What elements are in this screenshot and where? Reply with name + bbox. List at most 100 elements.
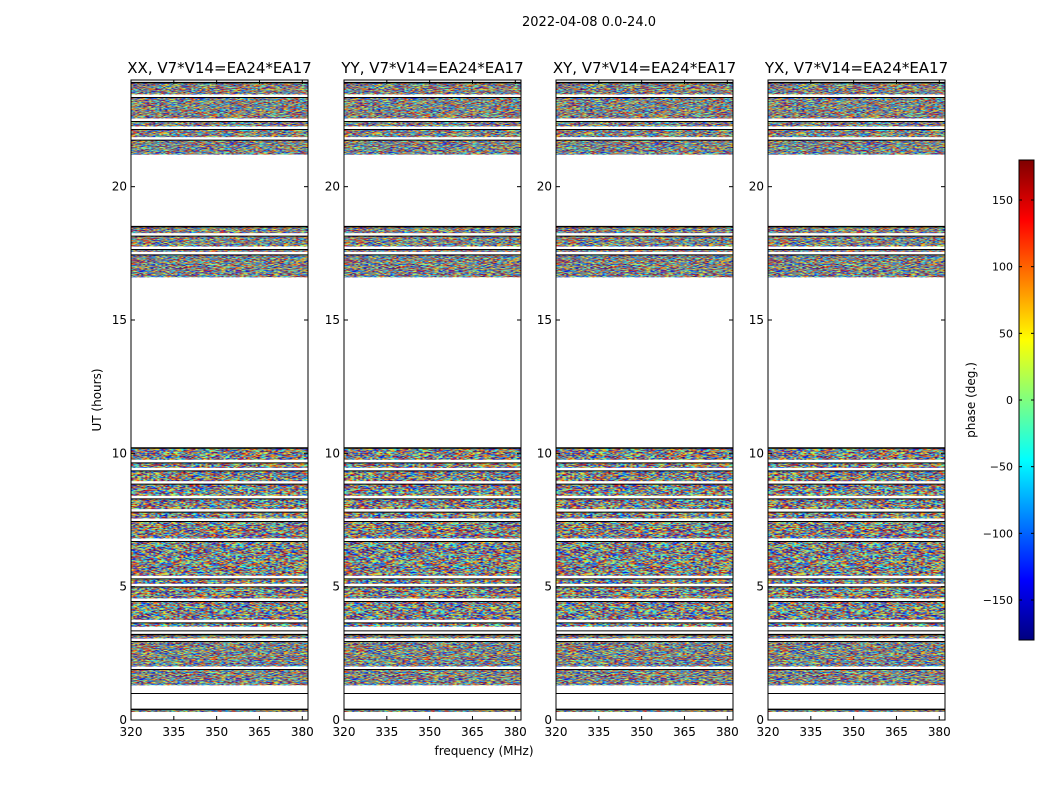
x-tick-label: 365 (461, 725, 484, 739)
gap-line (768, 94, 945, 98)
y-axis-label: UT (hours) (90, 368, 104, 431)
panels: XX, V7*V14=EA24*EA17 320 335 350 365 380 0 5 10 1… (112, 59, 951, 739)
gap-line (556, 598, 733, 602)
y-tick-label: 0 (544, 713, 552, 727)
gap-line (344, 666, 521, 670)
data-band (556, 448, 733, 627)
panel-2: YY, V7*V14=EA24*EA17 320 335 350 365 380 0 5 10 1… (325, 59, 527, 739)
gap-line (131, 509, 308, 513)
data-band (556, 709, 733, 712)
y-tick-label: 10 (537, 446, 552, 460)
panel-title: XY, V7*V14=EA24*EA17 (553, 59, 736, 77)
x-tick-label: 350 (205, 725, 228, 739)
gap-line (344, 459, 521, 463)
gap-line (768, 137, 945, 141)
gap-line (768, 233, 945, 237)
x-tick-label: 380 (716, 725, 739, 739)
gap-line (768, 459, 945, 463)
figure-suptitle: 2022-04-08 0.0-24.0 (522, 15, 656, 30)
gap-line (556, 509, 733, 513)
gap-line (768, 481, 945, 485)
y-tick-label: 5 (756, 580, 764, 594)
panel-3: XY, V7*V14=EA24*EA17 320 335 350 365 380 0 5 10 1… (537, 59, 739, 739)
y-tick-label: 10 (749, 446, 764, 460)
heatmap (768, 80, 945, 720)
gap-line (556, 518, 733, 522)
panel-1: XX, V7*V14=EA24*EA17 320 335 350 365 380 0 5 10 1… (112, 59, 314, 739)
x-tick-label: 320 (757, 725, 780, 739)
colorbar-tick-label: 50 (999, 327, 1013, 340)
x-tick-label: 335 (799, 725, 822, 739)
x-tick-label: 350 (630, 725, 653, 739)
gap-line (556, 137, 733, 141)
x-tick-label: 335 (162, 725, 185, 739)
gap-line (344, 583, 521, 587)
panel-title: YY, V7*V14=EA24*EA17 (340, 59, 523, 77)
gap-line (556, 538, 733, 542)
gap-line (131, 126, 308, 130)
gap-line (556, 575, 733, 579)
gap-line (556, 94, 733, 98)
x-tick-label: 365 (248, 725, 271, 739)
y-tick-label: 15 (537, 313, 552, 327)
gap-line (768, 126, 945, 130)
y-tick-label: 10 (325, 446, 340, 460)
colorbar-ticks: −150 −100 −50 0 50 100 150 (983, 194, 1034, 607)
gap-line (344, 575, 521, 579)
gap-line (556, 467, 733, 471)
colorbar-label: phase (deg.) (964, 362, 978, 438)
gap-line (344, 246, 521, 250)
x-tick-label: 335 (587, 725, 610, 739)
gap-line (344, 126, 521, 130)
gap-line (556, 246, 733, 250)
x-tick-label: 320 (120, 725, 143, 739)
data-band (131, 634, 308, 686)
x-tick-label: 350 (418, 725, 441, 739)
x-tick-label: 380 (928, 725, 951, 739)
gap-line (131, 583, 308, 587)
gap-line (344, 690, 521, 694)
y-tick-label: 0 (119, 713, 127, 727)
data-band (768, 634, 945, 686)
panel-title: YX, V7*V14=EA24*EA17 (764, 59, 948, 77)
gap-line (344, 509, 521, 513)
colorbar-tick-label: 100 (992, 261, 1013, 274)
gap-line (131, 233, 308, 237)
y-tick-label: 10 (112, 446, 127, 460)
gap-line (344, 233, 521, 237)
data-band (556, 634, 733, 686)
data-band (131, 709, 308, 712)
gap-line (131, 246, 308, 250)
data-band (344, 448, 521, 627)
gap-line (344, 518, 521, 522)
y-tick-label: 5 (119, 580, 127, 594)
x-tick-label: 350 (842, 725, 865, 739)
data-band (344, 634, 521, 686)
x-tick-label: 380 (504, 725, 527, 739)
gap-line (344, 251, 521, 255)
gap-line (131, 495, 308, 499)
gap-line (344, 627, 521, 631)
gap-line (768, 118, 945, 122)
gap-line (131, 94, 308, 98)
x-tick-label: 380 (291, 725, 314, 739)
gap-line (131, 575, 308, 579)
y-tick-label: 20 (749, 180, 764, 194)
y-tick-label: 15 (325, 313, 340, 327)
plot-frame (767, 79, 946, 721)
colorbar-tick-label: −100 (983, 527, 1013, 540)
y-tick-label: 20 (112, 180, 127, 194)
y-tick-label: 15 (749, 313, 764, 327)
y-tick-label: 5 (332, 580, 340, 594)
gap-line (556, 619, 733, 623)
y-tick-label: 0 (332, 713, 340, 727)
heatmap (131, 80, 308, 720)
gap-line (131, 518, 308, 522)
gap-line (768, 251, 945, 255)
y-tick-label: 20 (537, 180, 552, 194)
gap-line (344, 137, 521, 141)
panel-title: XX, V7*V14=EA24*EA17 (127, 59, 311, 77)
gap-line (344, 481, 521, 485)
gap-line (131, 538, 308, 542)
